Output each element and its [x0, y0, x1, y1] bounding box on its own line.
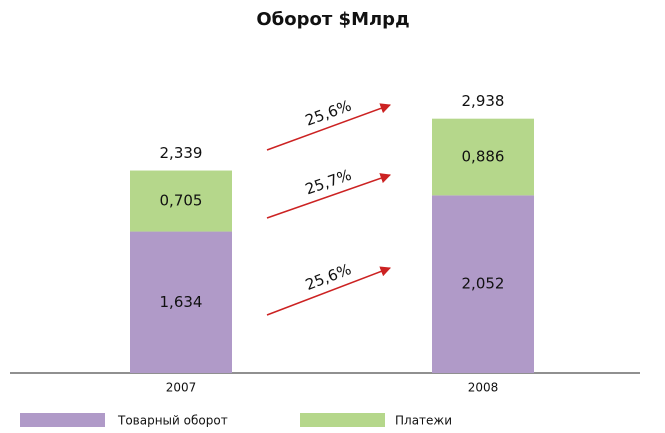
value-label: 0,705: [160, 192, 203, 210]
growth-label: 25,6%: [303, 96, 354, 129]
legend-swatch: [300, 413, 385, 427]
legend-label: Платежи: [395, 414, 452, 428]
value-label: 2,052: [462, 275, 505, 293]
bar-segment: [432, 118, 534, 196]
bar-segment: [432, 195, 534, 373]
bar-segment: [130, 170, 232, 232]
growth-label: 25,7%: [303, 166, 354, 199]
legend-swatch: [20, 413, 105, 427]
value-label: 0,886: [462, 148, 505, 166]
growth-arrow: [266, 266, 391, 316]
legend-label: Товарный оборот: [117, 414, 228, 428]
x-tick-label: 2007: [166, 381, 197, 395]
growth-arrow: [266, 173, 391, 219]
growth-label: 25,6%: [303, 260, 354, 294]
value-label: 1,634: [160, 293, 203, 311]
bar-segment: [130, 231, 232, 373]
chart-title: Оборот $Млрд: [256, 9, 409, 30]
x-tick-label: 2008: [468, 381, 499, 395]
total-label: 2,938: [462, 92, 505, 110]
total-label: 2,339: [160, 144, 203, 162]
growth-arrow: [266, 103, 391, 151]
